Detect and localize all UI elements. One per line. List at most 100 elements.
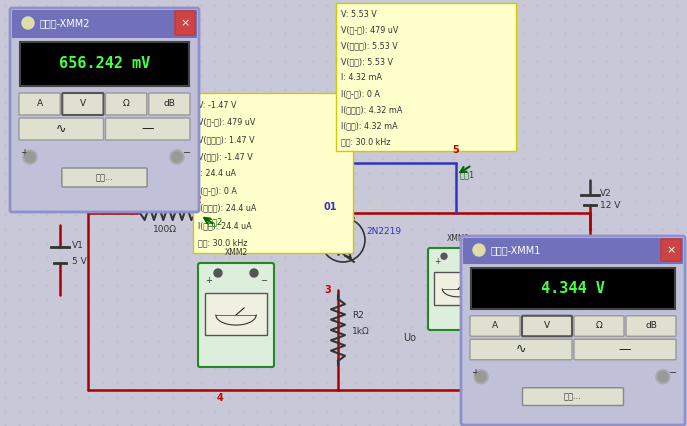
Text: dB: dB [164, 100, 175, 109]
Text: 2N2219: 2N2219 [366, 227, 401, 236]
Text: 4: 4 [216, 393, 223, 403]
Text: ∿: ∿ [56, 123, 67, 135]
Text: I(有效值): 4.32 mA: I(有效值): 4.32 mA [341, 105, 403, 114]
Text: —: — [142, 123, 154, 135]
Text: V(直流): -1.47 V: V(直流): -1.47 V [198, 152, 253, 161]
Text: 12 V: 12 V [600, 201, 620, 210]
Text: I(峰-峰): 0 A: I(峰-峰): 0 A [198, 187, 237, 196]
Text: V: 5.53 V: V: 5.53 V [341, 10, 376, 19]
Text: ×: × [666, 245, 676, 255]
Circle shape [656, 370, 670, 384]
Text: I: 4.32 mA: I: 4.32 mA [341, 73, 382, 82]
Text: R1: R1 [159, 194, 171, 203]
Bar [205, 293, 267, 335]
FancyBboxPatch shape [63, 93, 104, 115]
Text: −: − [476, 257, 482, 266]
Text: 01: 01 [324, 202, 337, 212]
Text: 100Ω: 100Ω [153, 225, 177, 234]
Text: 5: 5 [453, 145, 460, 155]
FancyBboxPatch shape [12, 10, 197, 38]
Text: Ω: Ω [596, 322, 602, 331]
Text: V(峰-峰): 479 uV: V(峰-峰): 479 uV [341, 26, 398, 35]
Text: V(直流): 5.53 V: V(直流): 5.53 V [341, 58, 393, 66]
Text: 5 V: 5 V [72, 256, 87, 265]
Text: −: − [260, 276, 267, 285]
FancyBboxPatch shape [428, 248, 488, 330]
FancyBboxPatch shape [62, 168, 147, 187]
Text: 656.242 mV: 656.242 mV [59, 57, 150, 72]
Text: 频率: 30.0 kHz: 频率: 30.0 kHz [198, 238, 247, 247]
Text: ×: × [180, 18, 190, 28]
Text: V: V [80, 100, 86, 109]
Bar [471, 268, 675, 309]
FancyBboxPatch shape [574, 316, 624, 336]
Circle shape [474, 370, 488, 384]
FancyBboxPatch shape [198, 263, 274, 367]
FancyBboxPatch shape [175, 11, 195, 35]
FancyBboxPatch shape [661, 239, 681, 261]
Text: 探针1: 探针1 [460, 170, 475, 179]
Circle shape [658, 372, 668, 382]
Text: 搜狐网: 搜狐网 [590, 399, 604, 408]
FancyBboxPatch shape [106, 93, 147, 115]
Text: ∿: ∿ [516, 343, 526, 356]
Circle shape [25, 152, 35, 162]
Text: 万用表-XMM2: 万用表-XMM2 [40, 18, 91, 28]
Bar [193, 93, 353, 253]
Text: V(有效值): 5.53 V: V(有效值): 5.53 V [341, 41, 398, 50]
Circle shape [214, 269, 222, 277]
Text: +: + [20, 148, 28, 158]
FancyBboxPatch shape [626, 316, 676, 336]
Text: dB: dB [645, 322, 657, 331]
Circle shape [250, 269, 258, 277]
FancyBboxPatch shape [470, 339, 572, 360]
Text: I(有效值): 24.4 uA: I(有效值): 24.4 uA [198, 204, 256, 213]
Text: I: 24.4 uA: I: 24.4 uA [198, 170, 236, 178]
Circle shape [473, 244, 485, 256]
Text: +: + [471, 368, 479, 378]
Text: 杭州洛奇科技有限公司: 杭州洛奇科技有限公司 [272, 198, 414, 222]
Text: 1kΩ: 1kΩ [352, 326, 370, 336]
Text: I(直流): 4.32 mA: I(直流): 4.32 mA [341, 121, 398, 130]
FancyBboxPatch shape [523, 388, 624, 406]
Text: 设置...: 设置... [95, 173, 113, 182]
Text: corm: corm [610, 406, 631, 415]
Text: V(峰-峰): 479 uV: V(峰-峰): 479 uV [198, 118, 256, 127]
Bar [336, 3, 516, 151]
Text: I(直流): 24.4 uA: I(直流): 24.4 uA [198, 221, 251, 230]
FancyBboxPatch shape [149, 93, 190, 115]
FancyBboxPatch shape [19, 118, 104, 140]
Text: I(峰-峰): 0 A: I(峰-峰): 0 A [341, 89, 380, 98]
Text: Uo: Uo [403, 333, 416, 343]
Text: V: -1.47 V: V: -1.47 V [198, 101, 236, 109]
Text: 4.344 V: 4.344 V [541, 281, 605, 296]
Text: A: A [36, 100, 43, 109]
Text: 万用表-XMM1: 万用表-XMM1 [491, 245, 541, 255]
Text: 2: 2 [194, 195, 201, 205]
FancyBboxPatch shape [463, 238, 683, 264]
Text: jiexiantu: jiexiantu [530, 406, 566, 415]
FancyBboxPatch shape [19, 93, 60, 115]
Text: V(有效值): 1.47 V: V(有效值): 1.47 V [198, 135, 255, 144]
Text: XMM1: XMM1 [447, 234, 470, 243]
Text: 1: 1 [85, 195, 91, 205]
Circle shape [441, 253, 447, 259]
Text: 设置...: 设置... [564, 392, 582, 401]
Text: V1: V1 [72, 241, 84, 250]
Text: +: + [205, 276, 212, 285]
Circle shape [170, 150, 184, 164]
Text: —: — [619, 343, 631, 356]
FancyBboxPatch shape [106, 118, 190, 140]
FancyBboxPatch shape [522, 316, 572, 336]
Text: 3: 3 [325, 285, 331, 295]
Text: A: A [492, 322, 498, 331]
Circle shape [469, 253, 475, 259]
FancyBboxPatch shape [461, 236, 685, 425]
Bar [434, 272, 482, 305]
FancyBboxPatch shape [10, 8, 199, 212]
FancyBboxPatch shape [574, 339, 676, 360]
Bar [20, 42, 189, 86]
Text: V: V [544, 322, 550, 331]
Circle shape [476, 372, 486, 382]
Text: +: + [434, 257, 440, 266]
